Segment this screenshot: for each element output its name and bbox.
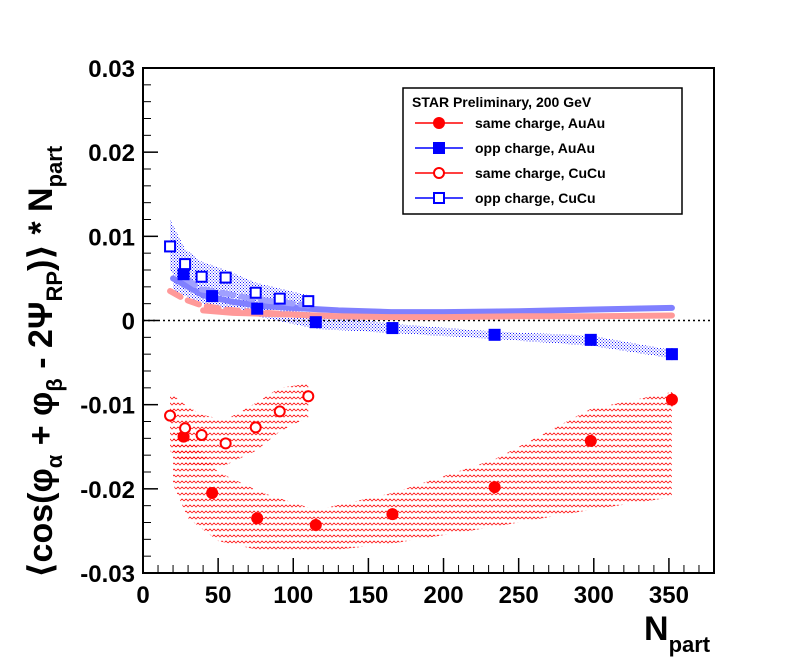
data-point bbox=[195, 428, 208, 441]
data-point bbox=[302, 295, 315, 308]
data-point bbox=[195, 270, 208, 283]
data-point bbox=[433, 167, 445, 179]
systematic-bands bbox=[170, 219, 672, 552]
data-point bbox=[164, 240, 177, 253]
legend-label: opp charge, CuCu bbox=[475, 190, 596, 206]
model-curves bbox=[167, 275, 675, 321]
y-tick-label: 0.02 bbox=[88, 140, 135, 167]
data-point bbox=[302, 390, 315, 403]
systematic-band bbox=[173, 227, 672, 359]
y-tick-label: 0.03 bbox=[88, 56, 135, 83]
data-point bbox=[249, 286, 262, 299]
y-tick-label: -0.02 bbox=[80, 477, 135, 504]
x-axis-title: Npart bbox=[644, 610, 711, 657]
data-point bbox=[251, 302, 264, 315]
y-tick-label: 0.01 bbox=[88, 224, 135, 251]
data-point bbox=[249, 421, 262, 434]
data-point bbox=[433, 117, 445, 129]
data-point bbox=[309, 316, 322, 329]
data-point bbox=[251, 512, 264, 525]
y-tick-label: -0.03 bbox=[80, 561, 135, 588]
x-tick-label: 350 bbox=[649, 582, 689, 609]
data-point bbox=[164, 409, 177, 422]
data-point bbox=[665, 348, 678, 361]
data-point bbox=[488, 481, 501, 494]
y-tick-label: 0 bbox=[122, 309, 135, 336]
legend-label: same charge, AuAu bbox=[475, 115, 605, 131]
legend-box bbox=[402, 87, 683, 215]
x-tick-label: 300 bbox=[574, 582, 614, 609]
data-point bbox=[177, 268, 190, 281]
data-point bbox=[584, 333, 597, 346]
data-point bbox=[206, 487, 219, 500]
data-point bbox=[179, 422, 192, 435]
data-point bbox=[219, 437, 232, 450]
data-point bbox=[433, 192, 445, 204]
x-tick-label: 200 bbox=[424, 582, 464, 609]
data-point bbox=[273, 405, 286, 418]
y-tick-label: -0.01 bbox=[80, 393, 135, 420]
data-point bbox=[386, 508, 399, 521]
data-point bbox=[179, 258, 192, 271]
legend: STAR Preliminary, 200 GeV same charge, A… bbox=[402, 87, 683, 215]
systematic-band bbox=[170, 383, 309, 466]
data-point bbox=[386, 322, 399, 335]
y-axis-ticks: -0.03 -0.02 -0.01 0 0.01 0.02 0.03 bbox=[80, 56, 158, 588]
data-point bbox=[206, 290, 219, 303]
data-point bbox=[219, 271, 232, 284]
x-axis-ticks: 0 50 100 150 200 250 300 350 bbox=[136, 558, 715, 609]
model-curve bbox=[167, 288, 312, 319]
data-point bbox=[584, 434, 597, 447]
data-points bbox=[164, 240, 678, 532]
data-point bbox=[433, 142, 445, 154]
systematic-band bbox=[173, 392, 672, 552]
data-point bbox=[273, 292, 286, 305]
y-axis-title: ⟨cos(φα + φβ - 2ΨRP)⟩ * Npart bbox=[22, 145, 67, 578]
model-curve bbox=[170, 275, 675, 316]
data-point bbox=[665, 393, 678, 406]
x-tick-label: 0 bbox=[136, 582, 149, 609]
x-tick-label: 150 bbox=[348, 582, 388, 609]
data-point bbox=[309, 519, 322, 532]
legend-title: STAR Preliminary, 200 GeV bbox=[412, 94, 592, 110]
legend-label: opp charge, AuAu bbox=[475, 140, 595, 156]
legend-label: same charge, CuCu bbox=[475, 165, 606, 181]
x-tick-label: 250 bbox=[499, 582, 539, 609]
x-tick-label: 100 bbox=[273, 582, 313, 609]
data-point bbox=[488, 328, 501, 341]
x-tick-label: 50 bbox=[205, 582, 232, 609]
